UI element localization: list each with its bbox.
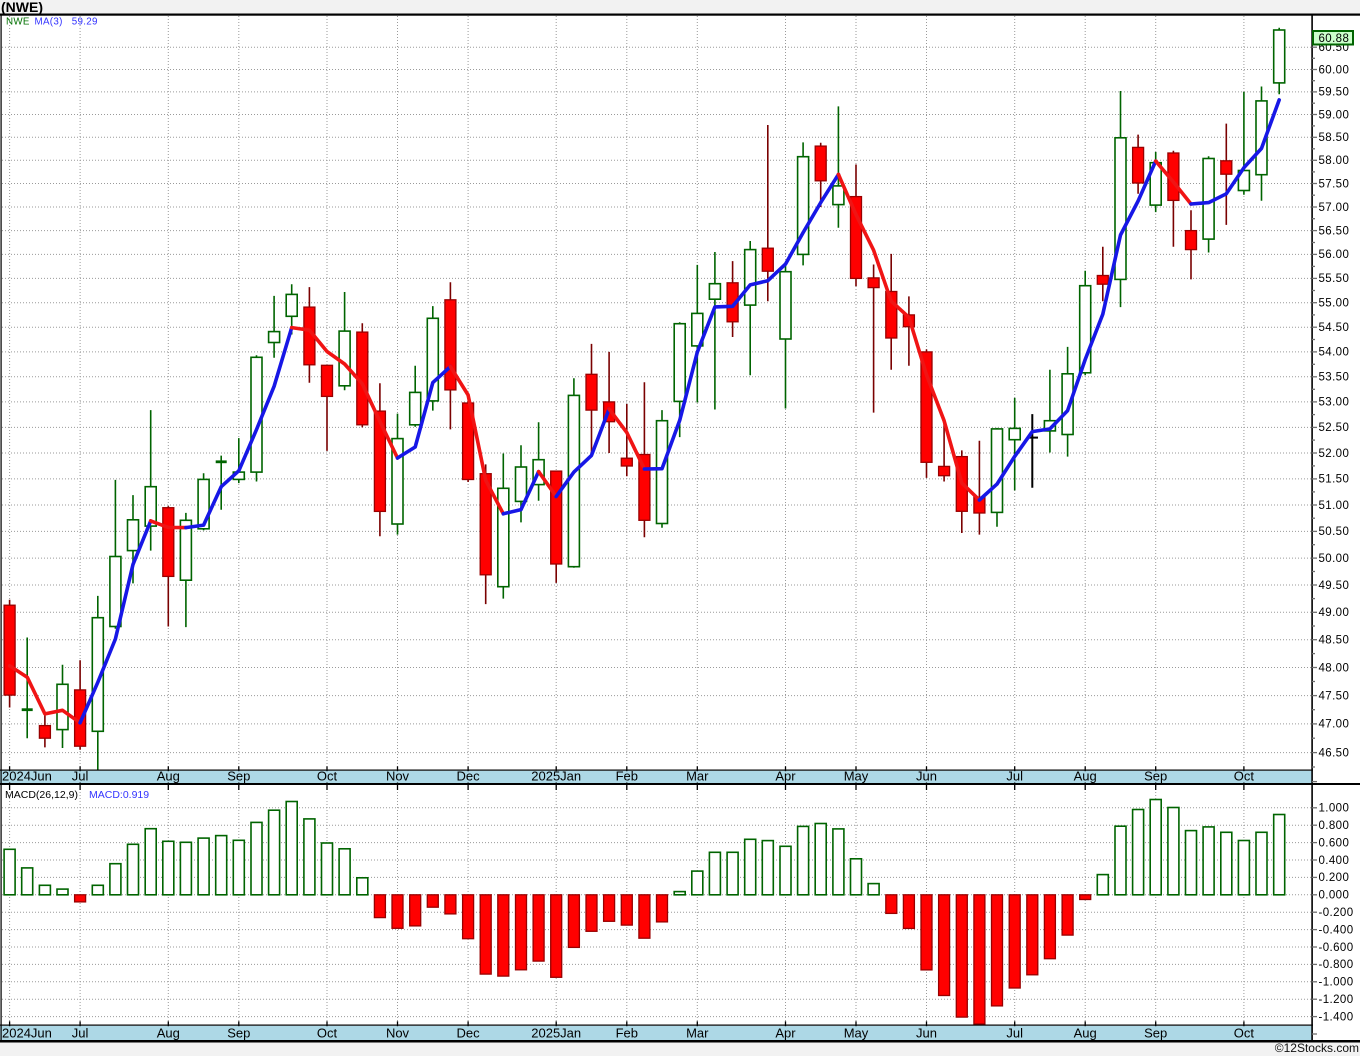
svg-text:56.50: 56.50	[1319, 225, 1350, 237]
svg-text:48.00: 48.00	[1319, 662, 1350, 674]
svg-text:Jul: Jul	[72, 1026, 89, 1041]
svg-text:-0.800: -0.800	[1319, 959, 1354, 971]
svg-text:57.00: 57.00	[1319, 202, 1350, 214]
svg-text:47.00: 47.00	[1319, 719, 1350, 731]
svg-text:Mar: Mar	[686, 769, 709, 784]
svg-text:Jul: Jul	[72, 769, 89, 784]
svg-text:-1.000: -1.000	[1319, 977, 1354, 989]
svg-text:50.00: 50.00	[1319, 553, 1350, 565]
svg-text:Aug: Aug	[157, 769, 180, 784]
svg-text:Dec: Dec	[457, 769, 481, 784]
svg-text:0.800: 0.800	[1319, 820, 1350, 832]
svg-text:Oct: Oct	[1234, 1026, 1255, 1041]
svg-text:Feb: Feb	[616, 1026, 638, 1041]
svg-text:1.000: 1.000	[1319, 803, 1350, 815]
svg-text:Mar: Mar	[686, 1026, 709, 1041]
svg-text:0.200: 0.200	[1319, 872, 1350, 884]
svg-text:MACD:0.919: MACD:0.919	[89, 789, 149, 801]
svg-text:50.50: 50.50	[1319, 526, 1350, 538]
svg-text:-0.600: -0.600	[1319, 942, 1354, 954]
svg-text:Jul: Jul	[1006, 769, 1023, 784]
svg-text:57.50: 57.50	[1319, 178, 1350, 190]
svg-text:0.600: 0.600	[1319, 837, 1350, 849]
svg-text:-0.400: -0.400	[1319, 924, 1354, 936]
svg-text:54.50: 54.50	[1319, 322, 1350, 334]
svg-text:MACD(26,12,9): MACD(26,12,9)	[5, 789, 78, 801]
svg-text:53.00: 53.00	[1319, 397, 1350, 409]
svg-text:59.00: 59.00	[1319, 109, 1350, 121]
svg-text:52.00: 52.00	[1319, 448, 1350, 460]
svg-text:Aug: Aug	[1074, 769, 1097, 784]
svg-text:49.50: 49.50	[1319, 580, 1350, 592]
svg-text:48.50: 48.50	[1319, 635, 1350, 647]
svg-text:58.50: 58.50	[1319, 132, 1350, 144]
svg-text:-1.400: -1.400	[1319, 1011, 1354, 1023]
svg-text:2024Jun: 2024Jun	[2, 1026, 52, 1041]
svg-text:49.00: 49.00	[1319, 607, 1350, 619]
svg-text:51.00: 51.00	[1319, 500, 1350, 512]
svg-text:NWE: NWE	[6, 16, 30, 27]
svg-text:60.00: 60.00	[1319, 64, 1350, 76]
svg-text:Aug: Aug	[157, 1026, 180, 1041]
svg-text:55.50: 55.50	[1319, 273, 1350, 285]
svg-text:Jul: Jul	[1006, 1026, 1023, 1041]
svg-text:©12Stocks.com: ©12Stocks.com	[1275, 1041, 1359, 1055]
svg-text:Sep: Sep	[1144, 1026, 1167, 1041]
svg-text:Jun: Jun	[916, 769, 937, 784]
svg-text:Apr: Apr	[775, 1026, 796, 1041]
svg-text:-0.200: -0.200	[1319, 907, 1354, 919]
svg-text:55.00: 55.00	[1319, 298, 1350, 310]
svg-text:51.50: 51.50	[1319, 474, 1350, 486]
svg-text:Sep: Sep	[1144, 769, 1167, 784]
svg-text:2025Jan: 2025Jan	[531, 1026, 581, 1041]
svg-text:59.50: 59.50	[1319, 87, 1350, 99]
svg-text:46.50: 46.50	[1319, 747, 1350, 759]
svg-text:47.50: 47.50	[1319, 690, 1350, 702]
svg-text:Oct: Oct	[1234, 769, 1255, 784]
svg-text:MA(3) 59.29: MA(3) 59.29	[35, 16, 98, 27]
svg-text:Sep: Sep	[227, 769, 250, 784]
svg-text:Nov: Nov	[386, 769, 410, 784]
svg-text:52.50: 52.50	[1319, 422, 1350, 434]
svg-text:0.400: 0.400	[1319, 855, 1350, 867]
svg-text:60.88: 60.88	[1319, 33, 1350, 45]
svg-text:(NWE): (NWE)	[1, 0, 43, 15]
svg-text:2024Jun: 2024Jun	[2, 769, 52, 784]
svg-text:56.00: 56.00	[1319, 249, 1350, 261]
svg-text:Sep: Sep	[227, 1026, 250, 1041]
svg-text:May: May	[844, 1026, 869, 1041]
svg-text:54.00: 54.00	[1319, 347, 1350, 359]
svg-text:0.000: 0.000	[1319, 890, 1350, 902]
svg-text:Feb: Feb	[616, 769, 638, 784]
svg-text:Dec: Dec	[457, 1026, 481, 1041]
svg-text:Oct: Oct	[317, 769, 338, 784]
svg-text:Oct: Oct	[317, 1026, 338, 1041]
svg-text:-1.200: -1.200	[1319, 994, 1354, 1006]
svg-text:2025Jan: 2025Jan	[531, 769, 581, 784]
svg-text:53.50: 53.50	[1319, 372, 1350, 384]
svg-text:58.00: 58.00	[1319, 155, 1350, 167]
svg-text:Nov: Nov	[386, 1026, 410, 1041]
svg-text:Jun: Jun	[916, 1026, 937, 1041]
svg-text:May: May	[844, 769, 869, 784]
svg-text:Apr: Apr	[775, 769, 796, 784]
svg-text:Aug: Aug	[1074, 1026, 1097, 1041]
